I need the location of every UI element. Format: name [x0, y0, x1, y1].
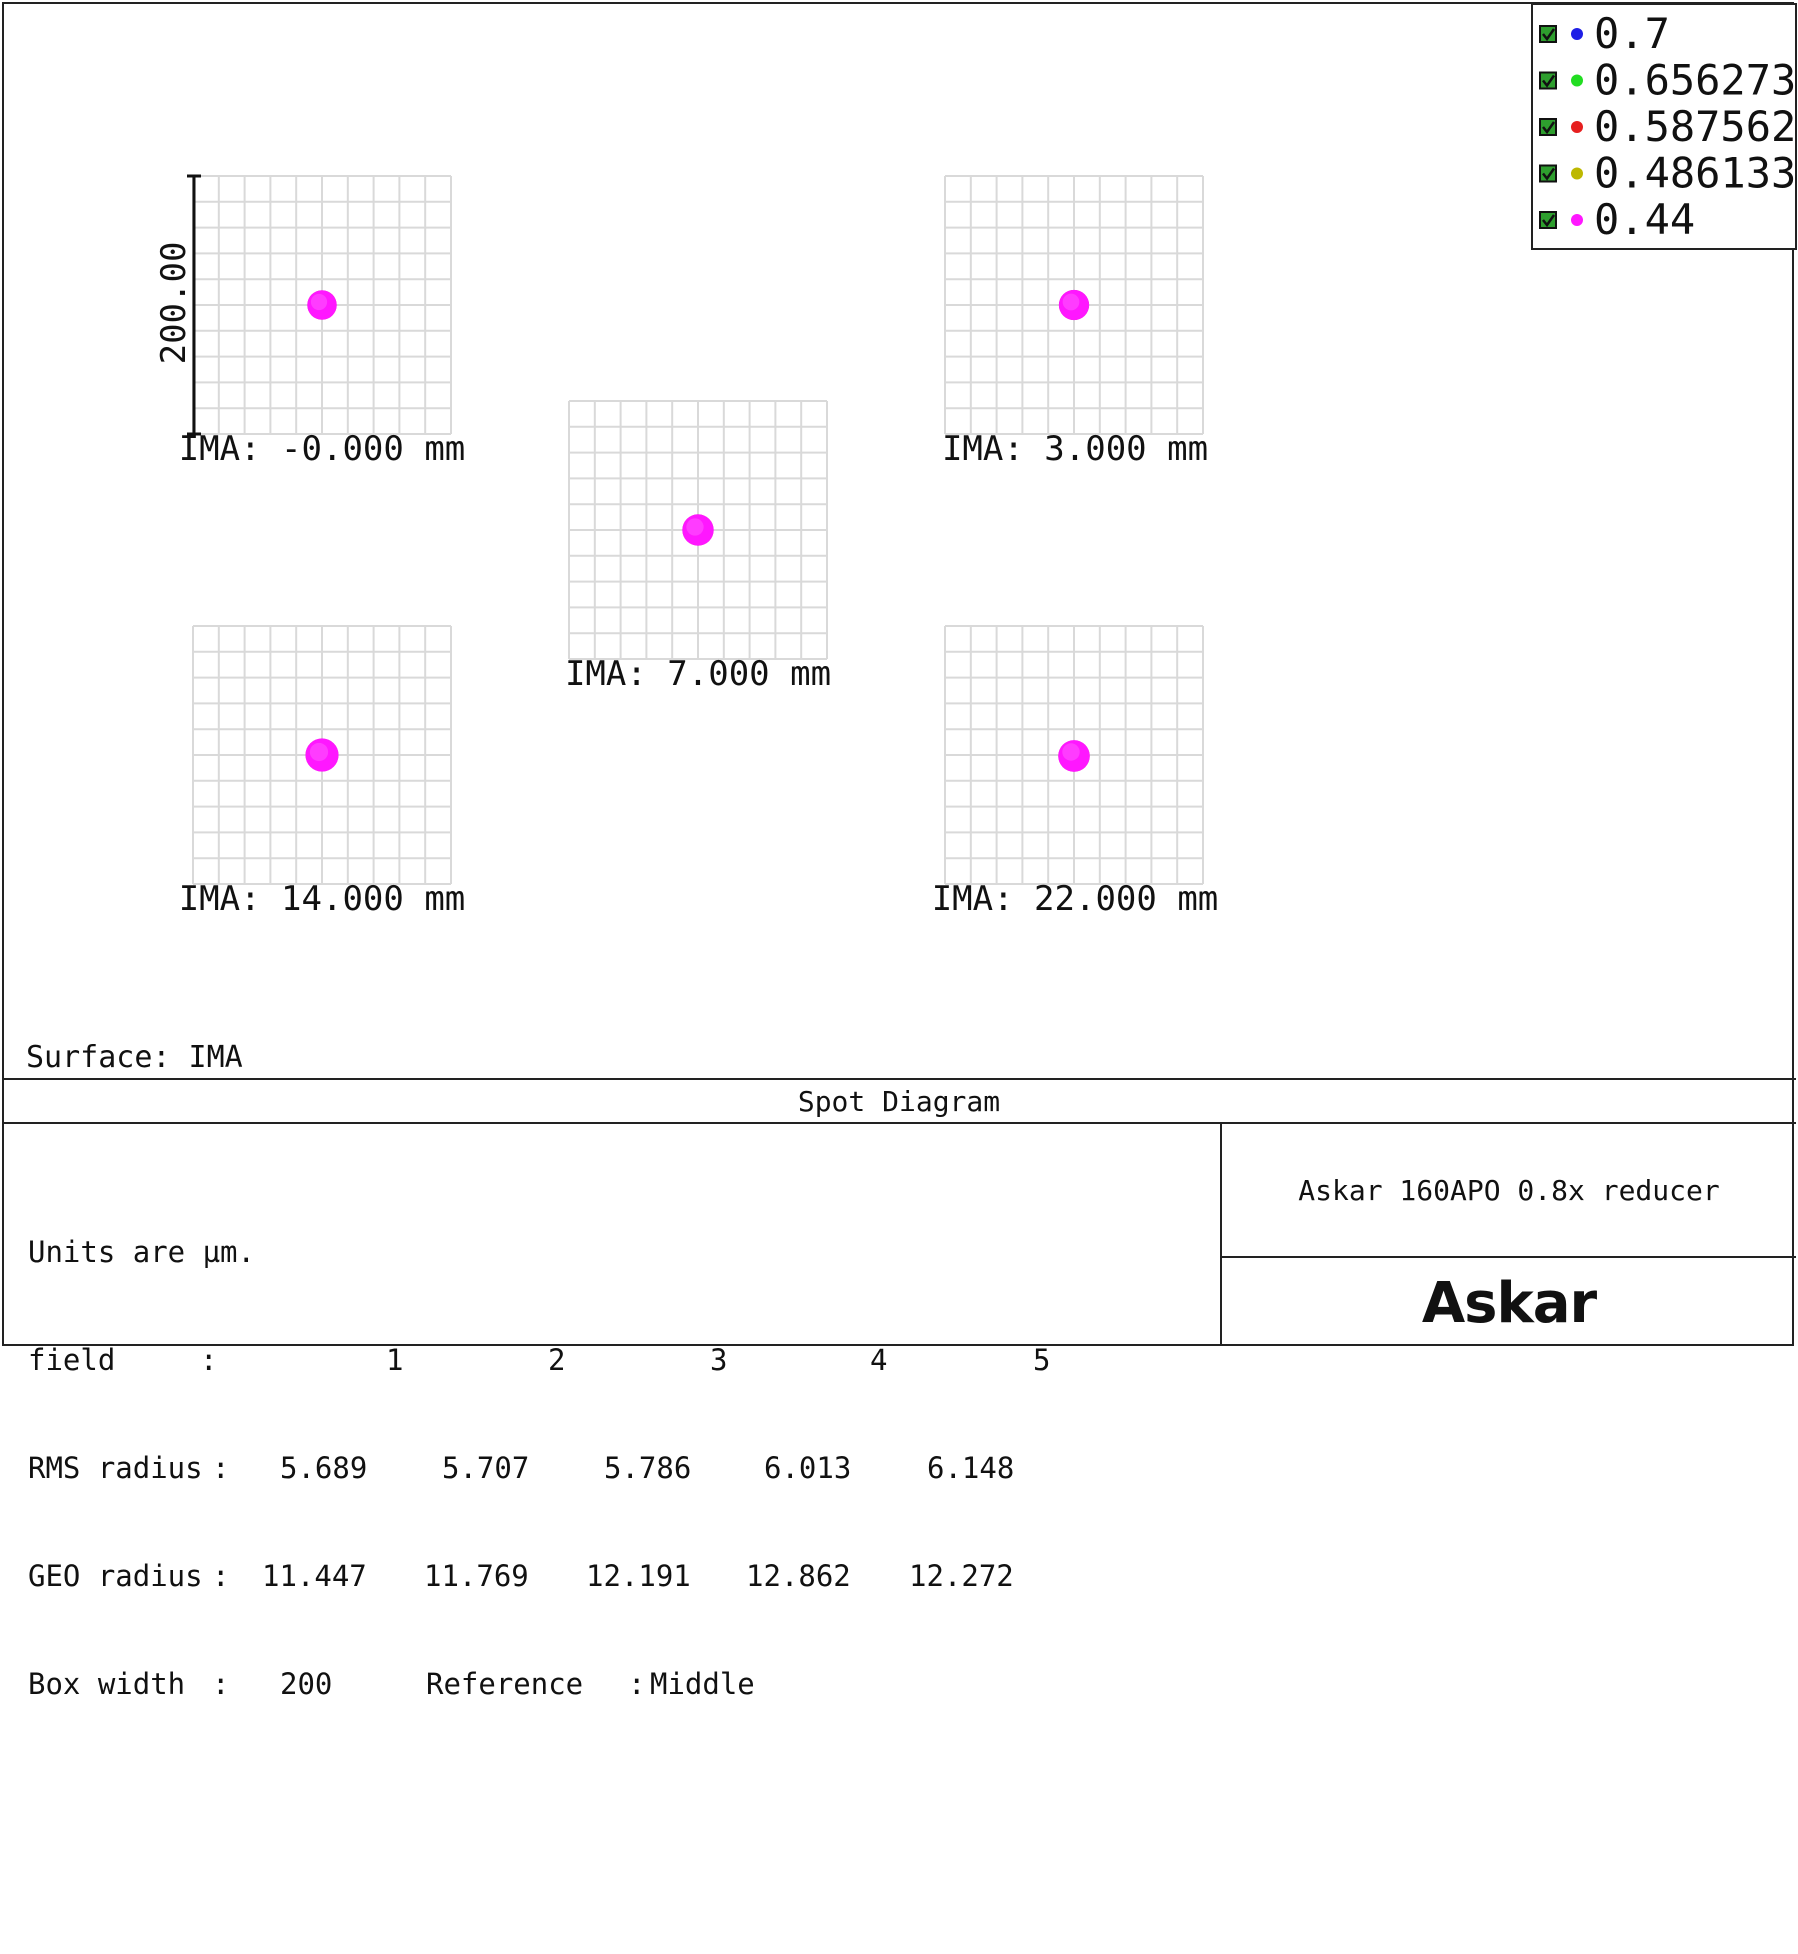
- units-line: Units are µm.: [28, 1235, 255, 1269]
- field-number-1: 1: [386, 1343, 404, 1377]
- legend-marker: [1571, 214, 1583, 226]
- box-width-value: 200: [280, 1667, 333, 1701]
- field-label-3: IMA: 7.000 mm: [565, 654, 831, 694]
- legend-item-4[interactable]: 0.486133: [1539, 149, 1796, 198]
- field-label-4: IMA: 14.000 mm: [179, 879, 466, 919]
- rms-value-3: 5.786: [604, 1451, 692, 1485]
- check-icon: [1542, 121, 1556, 135]
- legend-label: 0.587562: [1594, 102, 1796, 151]
- divider-title: [2, 1122, 1796, 1124]
- spot-highlight: [310, 293, 328, 311]
- legend-marker: [1571, 74, 1583, 87]
- rms-value-5: 6.148: [927, 1451, 1015, 1485]
- legend-marker: [1571, 167, 1583, 180]
- surface-label: Surface: IMA: [26, 1040, 243, 1075]
- info-block: Units are µm. field : 1 2 3 4 5 RMS radius :…: [28, 1162, 1050, 1738]
- geo-label: GEO radius: [28, 1559, 203, 1593]
- legend-marker: [1571, 28, 1583, 40]
- spot-box-field-4: IMA: 14.000 mm: [179, 625, 466, 919]
- field-number-3: 3: [710, 1343, 728, 1377]
- geo-value-2: 11.769: [424, 1559, 529, 1593]
- spot-highlight: [686, 518, 704, 536]
- geo-value-1: 11.447: [262, 1559, 367, 1593]
- legend-label: 0.44: [1594, 195, 1695, 244]
- reference-label: Reference: [426, 1667, 584, 1701]
- legend-marker: [1571, 121, 1583, 133]
- spot-diagram-plot: IMA: -0.000 mm IMA: 3.000 mm IMA: 7.000 mm…: [154, 3, 1797, 919]
- design-title: Askar 160APO 0.8x reducer: [1298, 1174, 1720, 1207]
- geo-value-5: 12.272: [909, 1559, 1014, 1593]
- geo-value-3: 12.191: [586, 1559, 691, 1593]
- field-number-5: 5: [1033, 1343, 1051, 1377]
- field-label-2: IMA: 3.000 mm: [942, 429, 1208, 469]
- geo-colon: :: [212, 1559, 230, 1593]
- spot-box-field-2: IMA: 3.000 mm: [942, 175, 1208, 469]
- legend-label: 0.7: [1594, 9, 1670, 58]
- box-width-label: Box width: [28, 1667, 186, 1701]
- divider-vertical: [1220, 1124, 1222, 1346]
- rms-colon: :: [212, 1451, 230, 1485]
- check-icon: [1542, 167, 1556, 181]
- geo-value-4: 12.862: [746, 1559, 851, 1593]
- divider-top: [2, 1078, 1796, 1080]
- field-number-2: 2: [548, 1343, 566, 1377]
- scale-bar: 200.00: [154, 174, 201, 436]
- field-label: field: [28, 1343, 116, 1377]
- rms-value-2: 5.707: [442, 1451, 530, 1485]
- chart-title: Spot Diagram: [797, 1085, 1001, 1118]
- divider-logo: [1222, 1256, 1796, 1258]
- reference-colon: :: [628, 1667, 646, 1701]
- field-colon: :: [200, 1343, 218, 1377]
- brand-logo: Askar: [1421, 1271, 1597, 1336]
- legend-item-1[interactable]: 0.7: [1539, 9, 1670, 58]
- legend-item-3[interactable]: 0.587562: [1539, 102, 1796, 151]
- legend-label: 0.656273: [1594, 56, 1796, 105]
- spot-highlight: [309, 742, 329, 762]
- spot-highlight: [1062, 293, 1080, 311]
- legend-label: 0.486133: [1594, 149, 1796, 198]
- rms-label: RMS radius: [28, 1451, 203, 1485]
- scale-label: 200.00: [154, 242, 194, 365]
- legend-item-5[interactable]: 0.44: [1539, 195, 1695, 244]
- spot-box-field-1: IMA: -0.000 mm: [179, 175, 466, 469]
- field-label-5: IMA: 22.000 mm: [932, 879, 1219, 919]
- check-icon: [1542, 74, 1556, 88]
- box-width-colon: :: [212, 1667, 230, 1701]
- reference-value: Middle: [650, 1667, 755, 1701]
- legend-box: [1531, 3, 1797, 250]
- rms-value-4: 6.013: [764, 1451, 852, 1485]
- plot-frame: [2, 2, 1794, 1346]
- check-icon: [1542, 214, 1556, 228]
- legend-item-2[interactable]: 0.656273: [1539, 56, 1796, 105]
- field-label-1: IMA: -0.000 mm: [179, 429, 466, 469]
- field-number-4: 4: [870, 1343, 888, 1377]
- spot-box-field-5: IMA: 22.000 mm: [932, 625, 1219, 919]
- spot-highlight: [1062, 743, 1080, 761]
- spot-box-field-3: IMA: 7.000 mm: [565, 400, 831, 694]
- rms-value-1: 5.689: [280, 1451, 368, 1485]
- check-icon: [1542, 28, 1556, 42]
